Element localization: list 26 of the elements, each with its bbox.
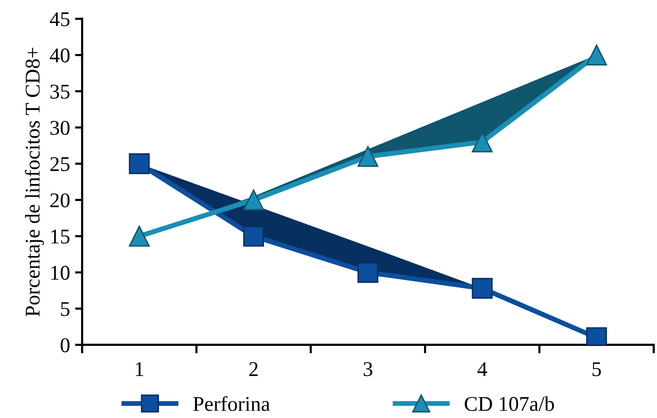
point (128, 153, 150, 174)
x-tick-label: 5 (592, 362, 601, 376)
legend-label: CD 107a/b (464, 396, 554, 411)
point (243, 190, 264, 210)
y-tick-label: 15 (51, 230, 70, 244)
x-tick-label: 1 (136, 362, 144, 376)
y-tick-label: 40 (50, 48, 70, 62)
y-tick-label: 25 (50, 157, 70, 172)
y-tick-label: 5 (61, 302, 70, 316)
y-tick-label: 45 (50, 12, 70, 26)
point (243, 226, 264, 247)
point (472, 278, 493, 299)
legend-label: Perforina (193, 396, 270, 411)
x-tick-label: 2 (249, 362, 258, 376)
y-axis-title: Porcentaje de linfocitos T CD8+ (24, 48, 44, 316)
y-tick-label: 35 (50, 84, 70, 99)
x-tick-label: 3 (364, 362, 372, 376)
point (586, 44, 607, 66)
point (128, 226, 150, 247)
y-tick-label: 0 (60, 338, 70, 352)
point (358, 262, 378, 283)
x-tick-label: 4 (477, 362, 488, 376)
y-tick-label: 30 (50, 120, 70, 135)
point (358, 146, 378, 167)
y-tick-label: 10 (51, 266, 70, 280)
y-tick-label: 20 (50, 193, 70, 208)
